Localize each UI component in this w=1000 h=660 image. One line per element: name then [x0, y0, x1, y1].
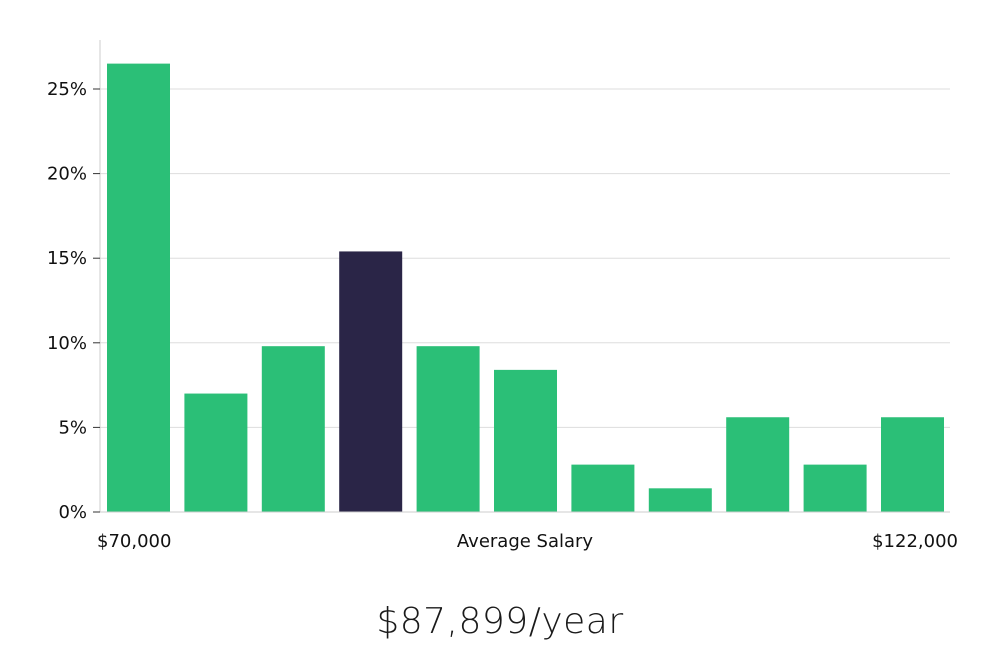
- y-tick-label: 5%: [58, 417, 87, 438]
- gridlines: [100, 88, 950, 428]
- salary-bar: [571, 464, 635, 512]
- y-tick-label: 15%: [47, 248, 87, 269]
- y-tick-label: 20%: [47, 164, 87, 185]
- salary-bar: [261, 346, 325, 512]
- highlighted-salary-bar: [339, 251, 403, 512]
- x-axis-min-label: $70,000: [97, 531, 171, 552]
- salary-histogram: 0%5%10%15%20%25% $70,000 Average Salary …: [47, 40, 958, 552]
- salary-bar: [494, 369, 557, 512]
- salary-bar: [416, 346, 480, 512]
- x-axis-max-label: $122,000: [872, 531, 958, 552]
- average-salary-figure: $87,899/year: [376, 601, 624, 642]
- bars: [107, 63, 944, 513]
- salary-bar: [726, 417, 790, 512]
- y-tick-label: 10%: [47, 333, 87, 354]
- y-axis-ticks: 0% 5% 10% 15% 20% 25%: [47, 79, 100, 523]
- salary-bar: [648, 488, 712, 512]
- y-tick-label: 0%: [58, 502, 87, 523]
- y-tick-label: 25%: [47, 79, 87, 100]
- salary-bar: [107, 63, 170, 513]
- salary-bar: [184, 393, 248, 512]
- salary-bar: [803, 464, 867, 512]
- x-axis-title: Average Salary: [457, 531, 594, 552]
- salary-bar: [881, 417, 944, 512]
